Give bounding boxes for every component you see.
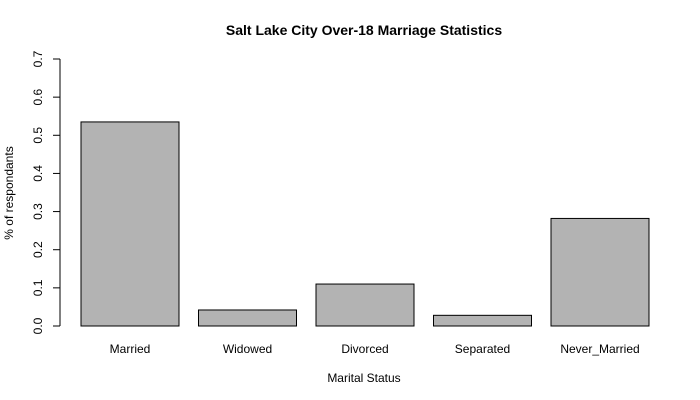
y-axis-ticks: 0.0 0.1 0.2 0.3 0.4 0.5 0.6 0.7 — [31, 50, 60, 334]
x-axis-label: Marital Status — [327, 371, 400, 385]
y-tick-label: 0.1 — [31, 279, 45, 296]
x-tick-label: Separated — [455, 342, 510, 356]
y-tick-label: 0.3 — [31, 203, 45, 220]
y-tick-label: 0.6 — [31, 88, 45, 105]
x-tick-label: Never_Married — [560, 342, 639, 356]
y-tick-label: 0.4 — [31, 165, 45, 182]
bar-separated — [433, 314, 532, 327]
y-tick-label: 0.5 — [31, 127, 45, 144]
bar-never-married — [550, 217, 650, 327]
x-axis-tick-labels: Married Widowed Divorced Separated Never_Mar… — [110, 342, 640, 356]
x-tick-label: Married — [110, 342, 151, 356]
y-tick-label: 0.0 — [31, 317, 45, 334]
chart-title: Salt Lake City Over-18 Marriage Statisti… — [226, 22, 502, 38]
x-tick-label: Divorced — [341, 342, 388, 356]
y-axis-label: % of respondants — [2, 146, 16, 239]
x-tick-label: Widowed — [223, 342, 272, 356]
bars — [80, 121, 650, 327]
y-tick-label: 0.2 — [31, 241, 45, 258]
bar-married — [80, 121, 180, 327]
bar-divorced — [315, 283, 415, 327]
y-tick-label: 0.7 — [31, 50, 45, 67]
bar-widowed — [198, 309, 297, 327]
